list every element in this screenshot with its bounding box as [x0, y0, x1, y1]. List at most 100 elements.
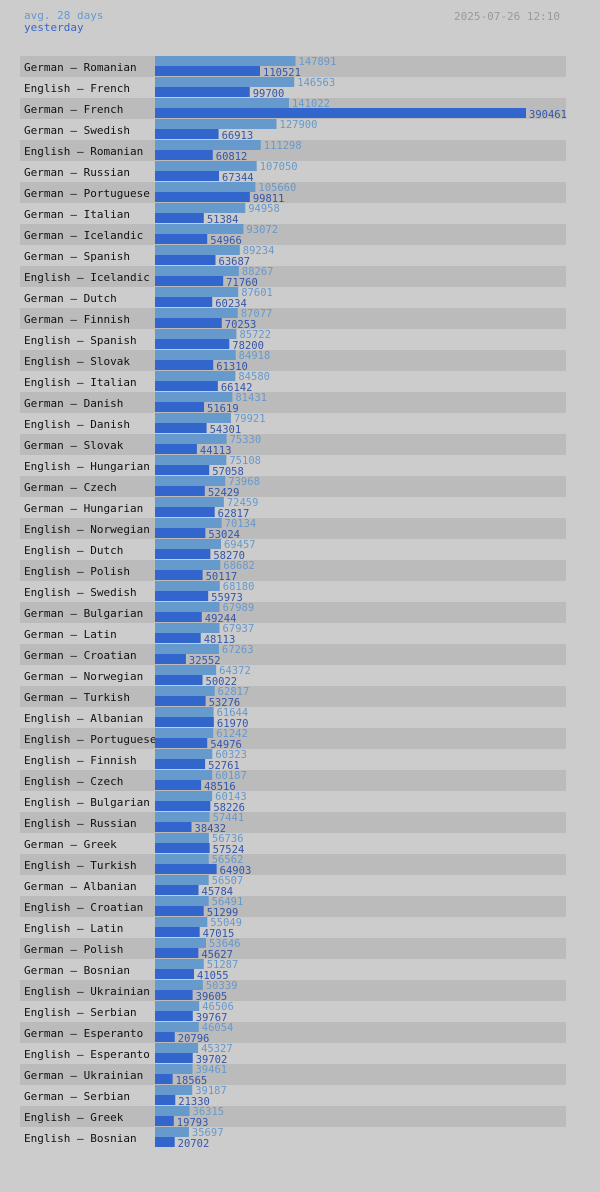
category-label: English – Russian: [24, 817, 137, 830]
category-label: German – Swedish: [24, 124, 130, 137]
value-label-yesterday: 70253: [225, 319, 257, 331]
value-label-yesterday: 44113: [200, 445, 232, 457]
value-label-yesterday: 45784: [202, 886, 234, 898]
bar-yesterday: [155, 612, 202, 622]
category-label: English – Czech: [24, 775, 123, 788]
category-label: German – Hungarian: [24, 502, 143, 515]
bar-avg: [155, 728, 214, 738]
category-label: English – Polish: [24, 565, 130, 578]
bar-avg: [155, 812, 210, 822]
category-label: English – Albanian: [24, 712, 143, 725]
bar-avg: [155, 455, 227, 465]
category-label: English – Dutch: [24, 544, 123, 557]
bar-avg: [155, 350, 236, 360]
value-label-yesterday: 51299: [207, 907, 239, 919]
value-label-avg: 146563: [297, 77, 335, 89]
value-label-avg: 45327: [201, 1043, 233, 1055]
value-label-yesterday: 58226: [213, 802, 245, 814]
bar-yesterday: [155, 276, 224, 286]
bar-yesterday: [155, 1011, 193, 1021]
bar-avg: [155, 980, 203, 990]
category-label: German – Croatian: [24, 649, 137, 662]
category-label: German – Danish: [24, 397, 123, 410]
value-label-yesterday: 57524: [213, 844, 245, 856]
bar-yesterday: [155, 969, 195, 979]
value-label-yesterday: 78200: [232, 340, 264, 352]
bar-avg: [155, 1127, 189, 1137]
bar-avg: [155, 1106, 190, 1116]
value-label-avg: 141022: [292, 98, 330, 110]
bar-avg: [155, 1022, 199, 1032]
bar-yesterday: [155, 381, 218, 391]
bar-yesterday: [155, 1095, 176, 1105]
category-label: German – Romanian: [24, 61, 137, 74]
value-label-yesterday: 61970: [217, 718, 249, 730]
value-label-avg: 60143: [215, 791, 247, 803]
value-label-avg: 70134: [225, 518, 257, 530]
category-label: English – Danish: [24, 418, 130, 431]
value-label-avg: 81431: [235, 392, 267, 404]
bar-yesterday: [155, 864, 217, 874]
bar-yesterday: [155, 717, 214, 727]
category-label: German – Finnish: [24, 313, 130, 326]
bar-avg: [155, 287, 239, 297]
value-label-avg: 111298: [264, 140, 302, 152]
value-label-yesterday: 18565: [176, 1075, 208, 1087]
value-label-yesterday: 39605: [196, 991, 228, 1003]
value-label-yesterday: 47015: [203, 928, 235, 940]
bar-avg: [155, 686, 215, 696]
value-label-yesterday: 60812: [216, 151, 248, 163]
bar-avg: [155, 476, 226, 486]
bar-yesterday: [155, 1074, 173, 1084]
bar-yesterday: [155, 192, 250, 202]
value-label-avg: 36315: [193, 1106, 225, 1118]
value-label-yesterday: 71760: [226, 277, 258, 289]
value-label-yesterday: 58270: [213, 550, 245, 562]
bar-yesterday: [155, 738, 208, 748]
value-label-yesterday: 39702: [196, 1054, 228, 1066]
bar-yesterday: [155, 507, 215, 517]
bar-avg: [155, 77, 295, 87]
value-label-yesterday: 99700: [253, 88, 285, 100]
value-label-avg: 50339: [206, 980, 238, 992]
value-label-avg: 147891: [299, 56, 337, 68]
category-label: English – Bosnian: [24, 1132, 137, 1145]
legend-yesterday-label: yesterday: [24, 21, 84, 34]
value-label-avg: 94958: [248, 203, 280, 215]
bar-avg: [155, 224, 244, 234]
bar-yesterday: [155, 87, 250, 97]
category-label: English – Icelandic: [24, 271, 150, 284]
value-label-yesterday: 63687: [219, 256, 251, 268]
bar-avg: [155, 665, 217, 675]
bar-avg: [155, 1064, 193, 1074]
value-label-yesterday: 48113: [204, 634, 236, 646]
bar-yesterday: [155, 906, 204, 916]
value-label-yesterday: 62817: [218, 508, 250, 520]
value-label-avg: 88267: [242, 266, 274, 278]
bar-avg: [155, 539, 221, 549]
value-label-yesterday: 52761: [208, 760, 240, 772]
category-label: English – French: [24, 82, 130, 95]
value-label-avg: 35697: [192, 1127, 224, 1139]
bar-yesterday: [155, 591, 209, 601]
value-label-yesterday: 61310: [216, 361, 248, 373]
bar-yesterday: [155, 318, 222, 328]
bar-yesterday: [155, 129, 219, 139]
value-label-avg: 75330: [230, 434, 262, 446]
category-label: German – Italian: [24, 208, 130, 221]
value-label-avg: 107050: [260, 161, 298, 173]
bar-yesterday: [155, 780, 202, 790]
bar-yesterday: [155, 654, 186, 664]
bar-avg: [155, 602, 220, 612]
bar-yesterday: [155, 108, 526, 118]
bar-avg: [155, 1043, 199, 1053]
category-label: English – Esperanto: [24, 1048, 150, 1061]
bar-avg: [155, 938, 206, 948]
category-label: German – Bosnian: [24, 964, 130, 977]
value-label-yesterday: 57058: [212, 466, 244, 478]
bar-yesterday: [155, 66, 261, 76]
bar-avg: [155, 371, 236, 381]
value-label-avg: 51287: [207, 959, 239, 971]
value-label-yesterday: 48516: [204, 781, 236, 793]
bar-yesterday: [155, 402, 205, 412]
